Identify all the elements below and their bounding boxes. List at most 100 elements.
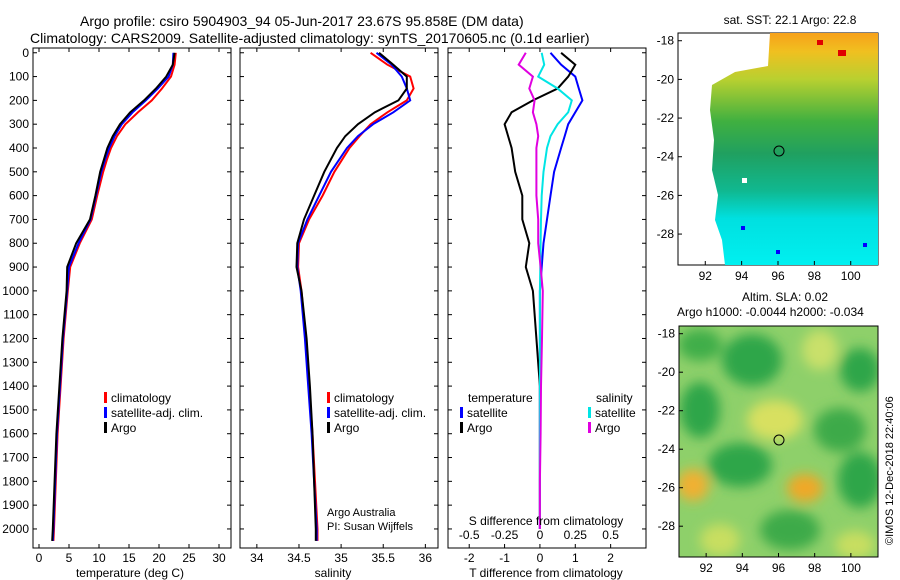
depth-tick-label: 1000 (2, 284, 29, 298)
depth-tick-label: 900 (9, 260, 29, 274)
x-tick-label: 30 (212, 551, 226, 565)
lat-tick-label: -20 (658, 365, 676, 379)
lat-tick-label: -28 (657, 227, 675, 241)
temperature-legend: climatology satellite-adj. clim. Argo (104, 391, 203, 435)
legend-label-climatology: climatology (334, 391, 394, 405)
lon-tick-label: 100 (841, 269, 861, 283)
figure-title-line1: Argo profile: csiro 5904903_94 05-Jun-20… (80, 13, 524, 29)
depth-tick-label: 1300 (2, 355, 29, 369)
depth-tick-label: 600 (9, 189, 29, 203)
lat-tick-label: -28 (658, 519, 676, 533)
x-tick-label: 0 (537, 551, 544, 565)
sst-map (677, 32, 879, 266)
figure-title-line2: Climatology: CARS2009. Satellite-adjuste… (30, 30, 590, 46)
depth-tick-label: 200 (9, 93, 29, 107)
legend-swatch-sal-satellite (588, 407, 591, 418)
lon-tick-label: 94 (735, 269, 749, 283)
legend-label-satellite: satellite-adj. clim. (111, 406, 203, 420)
legend-swatch-climatology (327, 392, 330, 403)
x-tick-label: 20 (152, 551, 166, 565)
difference-legend: temperature satellite Argo salinity sate… (460, 391, 636, 435)
depth-axis: 0 100 200 300 400 500 600 700 800 900 1000 1100 1200… (2, 46, 646, 536)
x-tick-label: 10 (92, 551, 106, 565)
x-tick-label: 2 (607, 551, 614, 565)
temperature-panel-frame (32, 47, 232, 549)
temperature-plot: 0 5 10 15 20 25 30 (36, 48, 226, 565)
depth-tick-label: 2000 (2, 522, 29, 536)
legend-label-argo: Argo (111, 421, 137, 435)
x-tick-label: 35 (334, 551, 348, 565)
x-tick-label: -1 (499, 551, 510, 565)
t-difference-axis-label: T difference from climatology (469, 566, 623, 580)
depth-tick-label: 1800 (2, 474, 29, 488)
salinity-legend: climatology satellite-adj. clim. Argo (327, 391, 426, 435)
x-tick-label: 1 (572, 551, 579, 565)
credit-pi: PI: Susan Wijffels (327, 521, 413, 533)
legend-swatch-satellite (327, 407, 330, 418)
legend-swatch-temp-satellite (460, 407, 463, 418)
lon-tick-label: 96 (771, 269, 785, 283)
depth-tick-label: 1400 (2, 379, 29, 393)
series-line-climatology (52, 52, 177, 541)
legend-label-satellite: satellite-adj. clim. (334, 406, 426, 420)
temperature-axis-label: temperature (deg C) (76, 566, 184, 580)
lat-tick-label: -18 (658, 327, 676, 341)
sst-cold-pixel (741, 226, 745, 230)
sst-cold-pixel (776, 250, 780, 254)
sst-cold-pixel (863, 243, 867, 247)
lon-tick-label: 98 (808, 561, 822, 575)
series-line-satellite-adj-clim- (51, 52, 175, 541)
sst-missing-pixel (742, 178, 747, 183)
depth-tick-label: 1500 (2, 403, 29, 417)
series-line-salinity-argo (517, 52, 544, 529)
series-line-temperature-satellite (538, 52, 584, 529)
sla-map-axes: 92 94 96 98 100 -18 -20 -22 -24 -26 -28 (658, 327, 862, 575)
lat-tick-label: -24 (658, 442, 676, 456)
sla-map-subtitle: Argo h1000: -0.0044 h2000: -0.034 (677, 305, 864, 319)
s-diff-tick-label: 0 (537, 528, 544, 542)
lat-tick-label: -24 (657, 150, 675, 164)
s-diff-tick-label: -0.25 (491, 528, 519, 542)
series-line-argo (51, 52, 176, 541)
s-diff-tick-label: -0.5 (459, 528, 480, 542)
lat-tick-label: -20 (657, 72, 675, 86)
lon-tick-label: 96 (772, 561, 786, 575)
legend-swatch-argo (104, 422, 107, 433)
legend-label-argo: Argo (334, 421, 360, 435)
lat-tick-label: -22 (658, 404, 676, 418)
difference-panel-frame (447, 47, 647, 549)
legend-title-temperature: temperature (468, 391, 533, 405)
legend-title-salinity: salinity (596, 391, 633, 405)
salinity-plot: 34 34.5 35 35.5 36 (250, 48, 432, 565)
lat-tick-label: -22 (657, 111, 675, 125)
sst-map-axes: 92 94 96 98 100 -18 -20 -22 -24 -26 -28 (657, 34, 861, 283)
lon-tick-label: 100 (841, 561, 861, 575)
sst-map-title: sat. SST: 22.1 Argo: 22.8 (724, 13, 857, 27)
salinity-panel-frame (239, 47, 439, 549)
depth-tick-label: 400 (9, 141, 29, 155)
lon-tick-label: 92 (699, 561, 713, 575)
s-difference-axis-label: S difference from climatology (469, 514, 624, 528)
legend-swatch-temp-argo (460, 422, 463, 433)
lon-tick-label: 94 (736, 561, 750, 575)
sst-hot-spot (817, 40, 823, 45)
series-line-argo (295, 52, 408, 541)
sst-field (710, 33, 878, 265)
lat-tick-label: -26 (658, 481, 676, 495)
sla-map-title: Altim. SLA: 0.02 (742, 290, 828, 304)
sst-hot-spot (838, 50, 846, 56)
legend-swatch-climatology (104, 392, 107, 403)
depth-tick-label: 100 (9, 70, 29, 84)
legend-label-sal-satellite: satellite (595, 406, 636, 420)
series-line-salinity-satellite (536, 52, 573, 529)
depth-tick-label: 1600 (2, 427, 29, 441)
x-tick-label: 34.5 (287, 551, 311, 565)
x-tick-label: 5 (66, 551, 73, 565)
salinity-axis-label: salinity (315, 566, 352, 580)
legend-swatch-sal-argo (588, 422, 591, 433)
x-tick-label: 25 (182, 551, 196, 565)
depth-tick-label: 1200 (2, 331, 29, 345)
timestamp-label: ©IMOS 12-Dec-2018 22:40:06 (884, 396, 896, 545)
legend-label-temp-satellite: satellite (467, 406, 508, 420)
depth-tick-label: 1100 (3, 308, 29, 322)
